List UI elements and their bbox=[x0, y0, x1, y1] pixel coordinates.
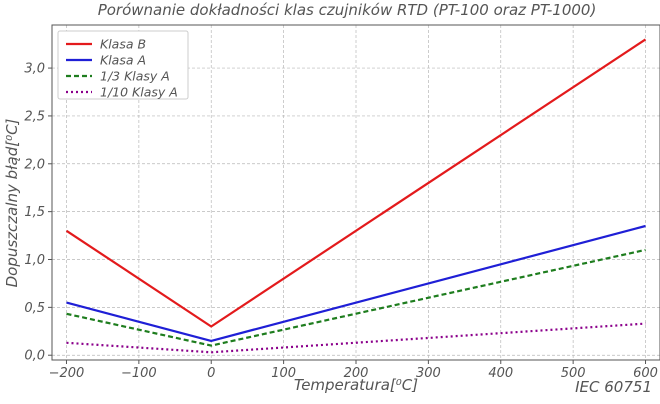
legend-frame bbox=[57, 30, 189, 100]
x-tick-label: −200 bbox=[49, 366, 85, 381]
y-tick-label: 3,0 bbox=[24, 62, 45, 77]
y-axis-title: Dopuszczalny błąd[⁰C] bbox=[3, 118, 21, 287]
y-tick-label: 2,0 bbox=[24, 157, 45, 172]
x-tick-label: 300 bbox=[416, 366, 441, 381]
x-tick-label: 100 bbox=[271, 366, 296, 381]
y-tick-label: 2,5 bbox=[24, 109, 45, 124]
x-tick-label: 600 bbox=[633, 366, 658, 381]
series-line-4 bbox=[66, 322, 646, 354]
legend-label-4: 1/10 Klasy A bbox=[100, 85, 178, 100]
x-tick-label: −100 bbox=[121, 366, 157, 381]
chart-title: Porównanie dokładności klas czujników RT… bbox=[98, 1, 597, 19]
x-tick-label: 200 bbox=[344, 366, 369, 381]
x-tick-label: 400 bbox=[488, 366, 513, 381]
y-tick-label: 1,0 bbox=[24, 253, 45, 268]
series-line-2 bbox=[66, 224, 646, 342]
y-tick-label: 1,5 bbox=[24, 205, 45, 220]
source-note: IEC 60751 bbox=[575, 378, 652, 396]
axis-ticks: −200 −100 0 100 200 300 400 500 600 0,0 0,5 1,0 1,5 2… bbox=[24, 62, 658, 381]
series-line-3 bbox=[66, 248, 646, 347]
legend-label-2: Klasa A bbox=[100, 53, 146, 68]
series-line-1 bbox=[65, 38, 647, 328]
series-lines bbox=[65, 38, 647, 354]
x-tick-label: 500 bbox=[561, 366, 586, 381]
legend-label-1: Klasa B bbox=[100, 37, 146, 52]
x-axis-title: Temperatura[⁰C] bbox=[294, 376, 418, 394]
y-tick-label: 0,5 bbox=[24, 301, 45, 316]
legend-label-3: 1/3 Klasy A bbox=[100, 69, 170, 84]
x-tick-label: 0 bbox=[207, 366, 215, 381]
y-tick-label: 0,0 bbox=[24, 349, 45, 364]
